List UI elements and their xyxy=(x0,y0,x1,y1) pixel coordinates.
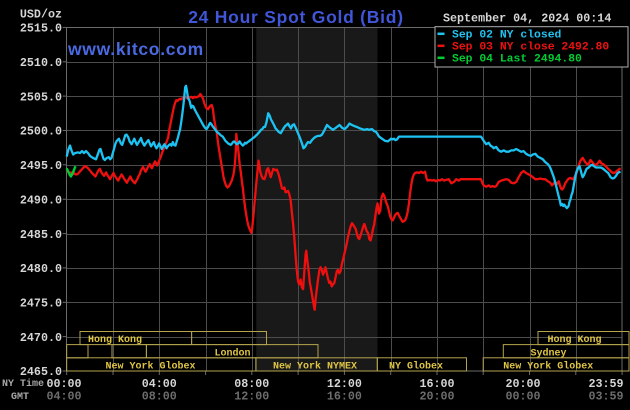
svg-text:www.kitco.com: www.kitco.com xyxy=(67,39,204,59)
svg-text:London: London xyxy=(215,347,251,359)
svg-text:23:59: 23:59 xyxy=(588,377,623,391)
svg-text:2495.0: 2495.0 xyxy=(20,159,62,173)
svg-text:Sep 04 Last 2494.80: Sep 04 Last 2494.80 xyxy=(452,54,582,66)
svg-text:00:00: 00:00 xyxy=(46,377,81,391)
svg-text:2475.0: 2475.0 xyxy=(20,297,62,311)
svg-text:12:00: 12:00 xyxy=(327,377,362,391)
svg-text:12:00: 12:00 xyxy=(234,390,269,404)
svg-text:Hong Kong: Hong Kong xyxy=(548,335,602,346)
svg-text:2470.0: 2470.0 xyxy=(20,331,62,345)
svg-text:2490.0: 2490.0 xyxy=(20,193,62,207)
svg-text:September 04, 2024 00:14: September 04, 2024 00:14 xyxy=(443,12,611,26)
svg-text:2500.0: 2500.0 xyxy=(20,125,62,139)
svg-text:16:00: 16:00 xyxy=(419,377,454,391)
svg-text:New York NYMEX: New York NYMEX xyxy=(273,361,357,373)
svg-text:2465.0: 2465.0 xyxy=(20,365,62,379)
svg-text:04:00: 04:00 xyxy=(46,390,81,404)
svg-text:08:00: 08:00 xyxy=(234,377,269,391)
svg-text:NY Globex: NY Globex xyxy=(389,361,443,373)
svg-text:2480.0: 2480.0 xyxy=(20,262,62,276)
svg-text:24 Hour Spot Gold (Bid): 24 Hour Spot Gold (Bid) xyxy=(188,7,404,27)
svg-text:Hong Kong: Hong Kong xyxy=(88,335,142,346)
svg-text:16:00: 16:00 xyxy=(327,390,362,404)
svg-text:2485.0: 2485.0 xyxy=(20,228,62,242)
svg-text:20:00: 20:00 xyxy=(419,390,454,404)
svg-text:03:59: 03:59 xyxy=(588,390,623,404)
svg-text:NY Time: NY Time xyxy=(2,378,44,390)
svg-text:20:00: 20:00 xyxy=(505,377,540,391)
svg-text:USD/oz: USD/oz xyxy=(20,8,62,22)
svg-text:2505.0: 2505.0 xyxy=(20,90,62,104)
svg-text:00:00: 00:00 xyxy=(505,390,540,404)
svg-text:Sep 02 NY closed: Sep 02 NY closed xyxy=(452,30,562,42)
svg-text:Sep 03 NY close 2492.80: Sep 03 NY close 2492.80 xyxy=(452,42,609,54)
svg-text:04:00: 04:00 xyxy=(142,377,177,391)
svg-text:New York Globex: New York Globex xyxy=(503,361,593,373)
svg-text:08:00: 08:00 xyxy=(142,390,177,404)
svg-text:GMT: GMT xyxy=(11,392,29,403)
svg-text:2510.0: 2510.0 xyxy=(20,56,62,70)
svg-text:2515.0: 2515.0 xyxy=(20,22,62,36)
svg-text:New York Globex: New York Globex xyxy=(106,361,196,373)
svg-text:Sydney: Sydney xyxy=(531,347,567,359)
